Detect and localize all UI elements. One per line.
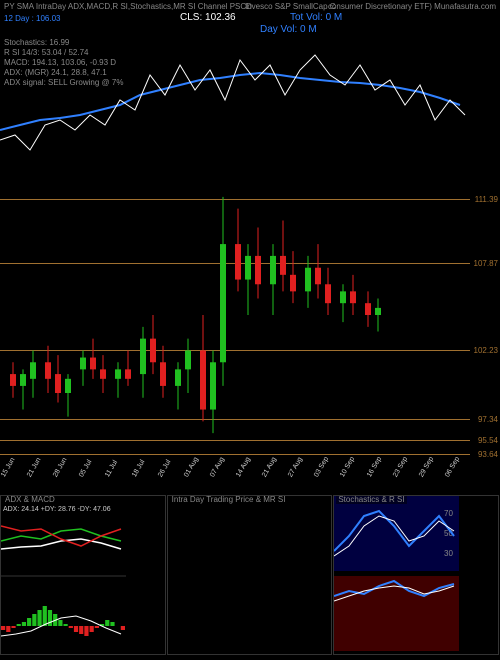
bottom-panels: ADX & MACD ADX: 24.14 +DY: 28.76 -DY: 47… xyxy=(0,495,500,655)
adx-macd-panel: ADX & MACD ADX: 24.14 +DY: 28.76 -DY: 47… xyxy=(0,495,166,655)
intra-title: Intra Day Trading Price & MR SI xyxy=(170,495,288,504)
ema-label: 12 Day : 106.03 xyxy=(4,14,60,23)
close-price: CLS: 102.36 xyxy=(180,12,236,23)
tot-vol: Tot Vol: 0 M xyxy=(290,12,342,23)
stochastics-panel: Stochastics & R SI 705030 xyxy=(333,495,499,655)
chart-container: PY SMA IntraDay ADX,MACD,R SI,Stochastic… xyxy=(0,0,500,660)
day-vol: Day Vol: 0 M xyxy=(260,24,317,35)
intraday-panel: Intra Day Trading Price & MR SI xyxy=(167,495,333,655)
date-axis: 15 Jun21 Jun28 Jun05 Jul11 Jul18 Jul26 J… xyxy=(0,460,470,490)
adx-values: ADX: 24.14 +DY: 28.76 -DY: 47.06 xyxy=(3,506,111,513)
header-left: PY SMA IntraDay ADX,MACD,R SI,Stochastic… xyxy=(4,2,252,11)
header-mid: Invesco S&P SmallCap C xyxy=(245,2,336,11)
top-line-chart xyxy=(0,40,470,170)
header-right: consumer Discretionary ETF) Munafasutra.… xyxy=(328,2,496,11)
svg-text:70: 70 xyxy=(444,509,453,518)
adx-title: ADX & MACD xyxy=(3,495,57,504)
candle-chart: 111.39107.87102.2397.3495.5493.64 xyxy=(0,170,470,460)
svg-text:30: 30 xyxy=(444,549,453,558)
stoch-title: Stochastics & R SI xyxy=(336,495,406,504)
